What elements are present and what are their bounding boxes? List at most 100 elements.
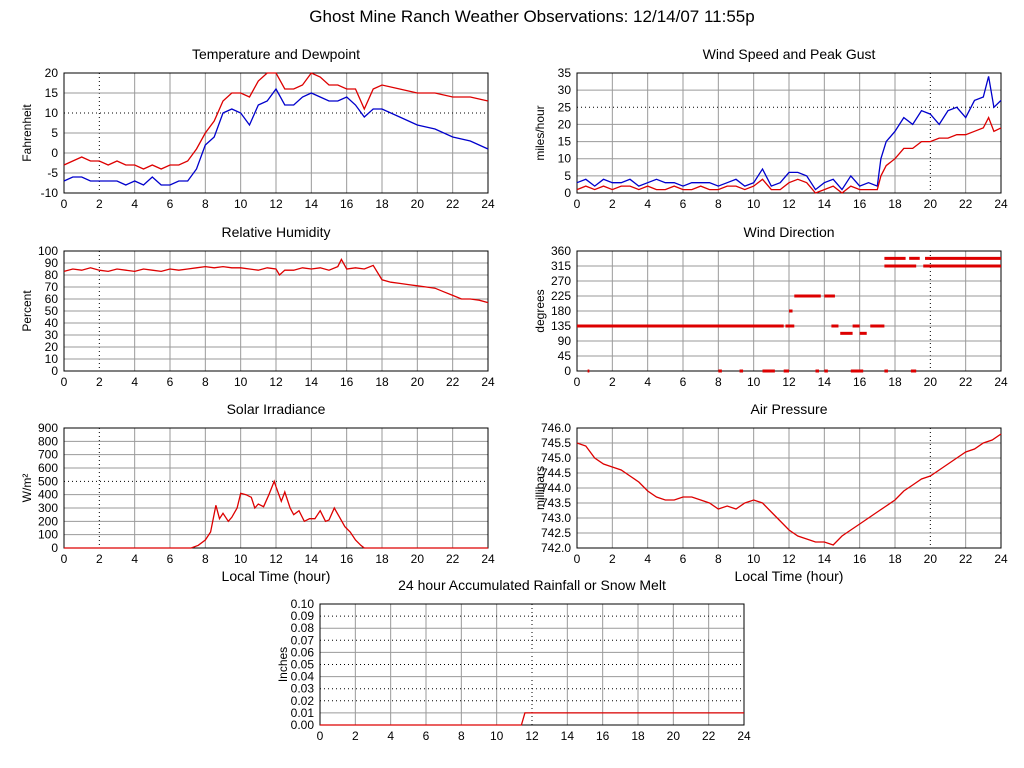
temp-xtick-label: 20	[411, 197, 425, 211]
dir-xtick-label: 10	[747, 375, 761, 389]
wind-xtick-label: 18	[888, 197, 902, 211]
solar-ytick-label: 800	[38, 434, 58, 448]
rain-series-rainfall	[320, 712, 744, 726]
rain-xtick-label: 0	[317, 729, 324, 743]
solar-ytick-label: 900	[38, 421, 58, 435]
pressure-ytick-label: 745.0	[541, 451, 571, 465]
pressure-ytick-label: 744.0	[541, 481, 571, 495]
rain-ytick-label: 0.00	[291, 718, 315, 732]
pressure-xtick-label: 16	[853, 552, 867, 566]
temp-ytick-label: -5	[47, 166, 58, 180]
rh-xtick-label: 18	[375, 375, 389, 389]
wind-ytick-label: 15	[558, 135, 572, 149]
pressure-ylabel: millibars	[533, 466, 547, 510]
temp-xtick-label: 16	[340, 197, 354, 211]
rain-ytick-label: 0.09	[291, 609, 315, 623]
temp-series-dewpoint	[63, 87, 489, 186]
dir-xtick-label: 12	[782, 375, 796, 389]
temp-xtick-label: 0	[61, 197, 68, 211]
pressure-ytick-label: 742.5	[541, 526, 571, 540]
solar-title: Solar Irradiance	[227, 401, 326, 417]
wind-xtick-label: 4	[644, 197, 651, 211]
rh-ytick-label: 40	[45, 316, 59, 330]
temp-xtick-label: 8	[202, 197, 209, 211]
rain-ytick-label: 0.06	[291, 645, 315, 659]
pressure-title: Air Pressure	[750, 401, 827, 417]
rh-ytick-label: 50	[45, 304, 59, 318]
dir-xtick-label: 8	[715, 375, 722, 389]
rh-xtick-label: 12	[269, 375, 283, 389]
rain-ytick-label: 0.05	[291, 658, 315, 672]
temp-xtick-label: 2	[96, 197, 103, 211]
rain-xtick-label: 4	[387, 729, 394, 743]
dir-ytick-label: 225	[551, 289, 571, 303]
wind-ytick-label: 25	[558, 100, 572, 114]
rain-xtick-label: 6	[423, 729, 430, 743]
temp-ytick-label: 5	[51, 126, 58, 140]
wind-xtick-label: 12	[782, 197, 796, 211]
page-title: Ghost Mine Ranch Weather Observations: 1…	[309, 7, 755, 26]
dir-xtick-label: 16	[853, 375, 867, 389]
temp-xtick-label: 18	[375, 197, 389, 211]
rain-ytick-label: 0.04	[291, 670, 315, 684]
wind-xtick-label: 20	[924, 197, 938, 211]
dir-xtick-label: 0	[574, 375, 581, 389]
pressure-ytick-label: 745.5	[541, 436, 571, 450]
rh-ytick-label: 20	[45, 340, 59, 354]
rain-frame	[319, 603, 745, 726]
temp-xtick-label: 6	[167, 197, 174, 211]
wind-xtick-label: 0	[574, 197, 581, 211]
dir-ytick-label: 360	[551, 244, 571, 258]
rh-frame	[63, 250, 489, 372]
temp-ytick-label: 10	[45, 106, 59, 120]
pressure-xtick-label: 12	[782, 552, 796, 566]
pressure-xtick-label: 4	[644, 552, 651, 566]
dir-xtick-label: 24	[994, 375, 1008, 389]
wind-xtick-label: 6	[680, 197, 687, 211]
solar-series-solar-irradiance	[64, 479, 488, 549]
wind-ytick-label: 30	[558, 83, 572, 97]
rh-xtick-label: 16	[340, 375, 354, 389]
solar-xtick-label: 18	[375, 552, 389, 566]
rain-ytick-label: 0.10	[291, 597, 315, 611]
solar-ytick-label: 0	[51, 541, 58, 555]
temp-xtick-label: 4	[131, 197, 138, 211]
solar-xtick-label: 6	[167, 552, 174, 566]
wind-xtick-label: 24	[994, 197, 1008, 211]
rh-series-relative-humidity	[63, 258, 489, 304]
rh-ytick-label: 100	[38, 244, 58, 258]
solar-xtick-label: 0	[61, 552, 68, 566]
rh-ytick-label: 90	[45, 256, 59, 270]
pressure-ytick-label: 746.0	[541, 421, 571, 435]
dir-ytick-label: 45	[558, 349, 572, 363]
wind-series-peak-gust	[576, 76, 1002, 191]
pressure-series-air-pressure	[576, 433, 1002, 546]
dir-ytick-label: 180	[551, 304, 571, 318]
temp-xtick-label: 14	[305, 197, 319, 211]
rh-ytick-label: 10	[45, 352, 59, 366]
rain-ytick-label: 0.07	[291, 633, 315, 647]
pressure-frame	[576, 427, 1002, 549]
rh-xtick-label: 20	[411, 375, 425, 389]
solar-xtick-label: 2	[96, 552, 103, 566]
wind-ylabel: miles/hour	[533, 105, 547, 160]
rh-ytick-label: 0	[51, 364, 58, 378]
rain-xtick-label: 8	[458, 729, 465, 743]
rain-ylabel: Inches	[276, 647, 290, 682]
solar-ytick-label: 700	[38, 448, 58, 462]
wind-ytick-label: 20	[558, 117, 572, 131]
wind-frame	[576, 72, 1002, 194]
rain-xtick-label: 16	[596, 729, 610, 743]
solar-xlabel: Local Time (hour)	[222, 568, 331, 584]
dir-ylabel: degrees	[533, 289, 547, 332]
rh-xtick-label: 10	[234, 375, 248, 389]
dir-xtick-label: 14	[818, 375, 832, 389]
wind-ytick-label: 5	[564, 169, 571, 183]
dir-ytick-label: 270	[551, 274, 571, 288]
temp-title: Temperature and Dewpoint	[192, 46, 360, 62]
wind-ytick-label: 0	[564, 186, 571, 200]
pressure-xlabel: Local Time (hour)	[735, 568, 844, 584]
rh-xtick-label: 0	[61, 375, 68, 389]
pressure-xtick-label: 8	[715, 552, 722, 566]
